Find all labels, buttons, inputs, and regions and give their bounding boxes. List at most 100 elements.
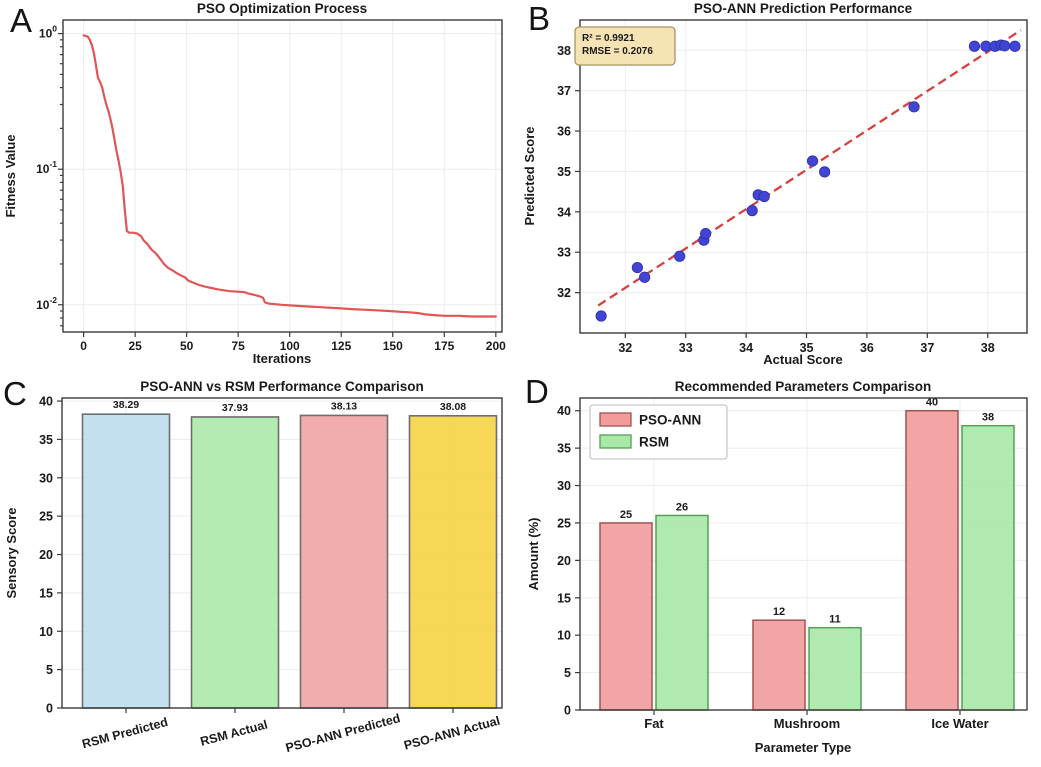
tick-labels: 0 25 50 75 100 125 150 175 200 100 10-1 10-2 [36,24,506,353]
x-tick-label: 25 [128,339,142,353]
data-point [746,205,758,217]
bar-value-label: 40 [926,397,938,409]
y-tick-label: 15 [557,591,571,605]
y-tick-label: 20 [39,548,53,562]
y-tick-label: 35 [39,433,53,447]
bar-value-label: 38.08 [440,401,466,413]
axes-frame [62,19,503,333]
panel-title: Recommended Parameters Comparison [675,379,932,394]
y-tick-label: 35 [557,165,571,179]
gridlines [63,20,502,332]
x-tick-label: 0 [80,339,87,353]
y-tick-label: 5 [46,663,53,677]
performance-comparison-bar-chart: 38.29 37.93 38.13 38.08 0 5 10 15 20 25 30 35 40 RSM … [4,379,503,755]
x-tick-label: Ice Water [931,716,988,731]
x-axis-label: Actual Score [763,352,842,367]
y-tick-label: 40 [557,404,571,418]
x-tick-label: 36 [860,341,874,355]
y-tick-label: 25 [557,516,571,530]
y-tick-label: 37 [557,84,571,98]
x-tick-label: 38 [981,341,995,355]
bar [599,522,653,711]
bar-value-label: 25 [620,509,632,521]
stats-annotation: R² = 0.9921 RMSE = 0.2076 [574,26,676,66]
bar [961,424,1015,711]
bar [752,619,806,711]
tick-marks [58,33,497,337]
bar [190,416,280,709]
bar [299,414,389,709]
y-tick-label: 10 [557,629,571,643]
y-tick-label: 10 [39,625,53,639]
data-point [758,190,770,203]
scatter-points [595,39,1021,322]
x-tick-label: 50 [180,339,194,353]
x-tick-label: 125 [331,339,351,353]
bar [81,413,171,709]
axes-frame [61,397,503,709]
x-tick-label: 150 [383,339,403,353]
panel-c-letter: C [3,375,27,412]
x-tick-label: 175 [434,339,454,353]
legend-label: PSO-ANN [639,413,701,428]
tick-marks [57,400,454,713]
y-axis-label: Amount (%) [526,518,541,591]
legend-label: RSM [639,435,669,450]
bar-value-label: 26 [676,501,688,513]
legend-swatch [599,434,632,449]
rmse-text: RMSE = 0.2076 [582,46,653,57]
y-tick-label: 15 [39,586,53,600]
data-point [999,40,1011,52]
x-tick-label: 37 [920,341,934,355]
y-tick-label: 32 [557,286,571,300]
y-tick-label: 0 [46,702,53,716]
axes-frame [579,19,1028,334]
fitness-line-series [82,34,497,318]
y-axis-label: Predicted Score [522,127,537,226]
data-point [1009,40,1021,52]
panel-a-letter: A [10,2,33,39]
bar-value-label: 38.29 [113,399,139,411]
bar-value-label: 12 [773,606,785,618]
x-tick-label: 32 [618,341,632,355]
axes-frame [579,397,1028,711]
x-axis-label: Parameter Type [755,740,852,755]
gridlines [580,20,1027,333]
bar [655,514,709,711]
bars [81,413,498,709]
x-tick-label: 34 [739,341,753,355]
y-tick-label: 30 [557,479,571,493]
y-tick-label: 100 [39,24,57,41]
tick-labels: 0 5 10 15 20 25 30 35 40 Fat Mushroom Ice Water [557,404,989,731]
x-tick-label: PSO-ANN Actual [402,714,501,753]
panel-d-letter: D [525,373,549,410]
bar-value-label: 38 [982,412,994,424]
x-tick-label: 33 [679,341,693,355]
x-tick-label: 75 [232,339,246,353]
data-point [639,271,651,283]
pso-optimization-line-chart: 0 25 50 75 100 125 150 175 200 100 10-1 10-2 PSO Opt… [3,1,506,366]
x-tick-label: Mushroom [774,716,840,731]
legend: PSO-ANN RSM [589,404,728,460]
data-point [908,101,920,113]
y-tick-label: 5 [564,666,571,680]
bar [808,626,862,711]
x-tick-label: 100 [280,339,300,353]
panel-title: PSO Optimization Process [197,1,367,16]
y-tick-label: 30 [39,471,53,485]
bar-value-label: 11 [829,614,841,626]
data-point [968,40,981,52]
y-tick-label: 20 [557,554,571,568]
bars [599,409,1015,711]
x-tick-label: 200 [486,339,506,353]
fit-line [597,29,1022,307]
y-tick-label: 25 [39,510,53,524]
panel-c-performance-comparison: C 38.29 37.93 38.13 38.08 0 5 10 15 20 25 30 35 40 RS… [0,375,520,767]
y-tick-label: 34 [557,205,571,219]
x-tick-label: 35 [800,341,814,355]
y-axis-label: Sensory Score [4,507,19,598]
y-tick-label: 35 [557,442,571,456]
tick-labels: 32 33 34 35 36 37 38 32 33 34 35 36 37 38 [557,44,995,355]
data-point [674,250,686,262]
